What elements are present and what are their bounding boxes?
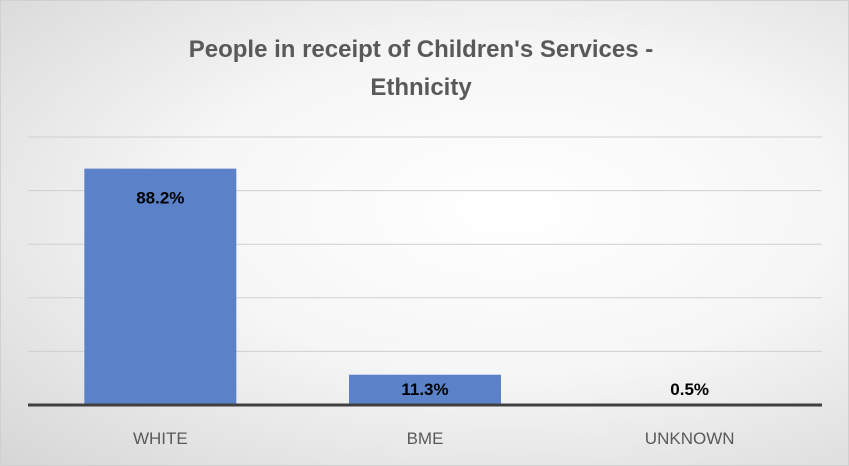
bars <box>84 168 766 405</box>
data-label-unknown: 0.5% <box>670 380 709 399</box>
bar-bme <box>349 374 501 405</box>
data-labels: 88.2% 11.3% 0.5% <box>136 189 709 399</box>
data-label-white: 88.2% <box>136 189 184 208</box>
data-label-bme: 11.3% <box>401 380 448 399</box>
x-tick-label-white: WHITE <box>133 429 188 448</box>
chart-title: People in receipt of Children's Services… <box>91 31 751 107</box>
chart-title-line-1: People in receipt of Children's Services… <box>188 36 654 63</box>
x-tick-label-unknown: UNKNOWN <box>645 429 735 448</box>
bar-white <box>84 168 237 405</box>
x-tick-label-bme: BME <box>407 429 444 448</box>
chart-title-line-2: Ethnicity <box>370 74 472 101</box>
x-axis: WHITE BME UNKNOWN <box>28 403 822 448</box>
